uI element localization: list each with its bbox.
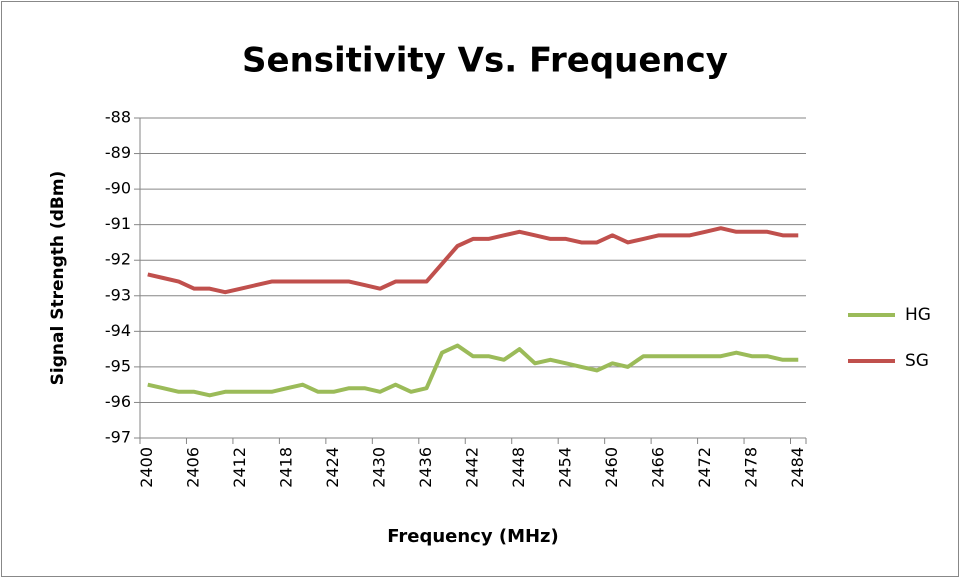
y-axis-title: Signal Strength (dBm): [48, 171, 68, 386]
x-tick-label: 2472: [695, 447, 714, 488]
x-axis-title: Frequency (MHz): [387, 526, 559, 547]
series-line: [147, 226, 799, 295]
y-tick-label: -90: [105, 179, 131, 198]
x-tick-label: 2418: [277, 447, 296, 488]
legend-label: SG: [905, 351, 929, 371]
y-tick-label: -94: [105, 321, 131, 340]
chart-title: Sensitivity Vs. Frequency: [242, 41, 728, 81]
x-tick-label: 2400: [137, 447, 156, 488]
x-tick-label: 2460: [602, 447, 621, 488]
x-tick-label: 2454: [555, 447, 574, 488]
x-tick-label: 2478: [741, 447, 760, 488]
legend-label: HG: [905, 305, 931, 325]
y-tick-label: -97: [105, 428, 131, 447]
x-tick-label: 2436: [416, 447, 435, 488]
y-tick-label: -89: [105, 143, 131, 162]
x-tick-label: 2484: [788, 447, 807, 488]
y-tick-label: -95: [105, 356, 131, 375]
series-line: [147, 343, 799, 398]
y-tick-label: -88: [105, 108, 131, 127]
x-tick-label: 2412: [230, 447, 249, 488]
y-tick-label: -93: [105, 285, 131, 304]
x-tick-label: 2466: [648, 447, 667, 488]
x-tick-label: 2406: [184, 447, 203, 488]
y-tick-label: -91: [105, 214, 131, 233]
y-tick-label: -96: [105, 392, 131, 411]
x-tick-label: 2442: [463, 447, 482, 488]
x-tick-label: 2424: [323, 447, 342, 488]
y-tick-label: -92: [105, 250, 131, 269]
x-tick-label: 2430: [370, 447, 389, 488]
x-tick-label: 2448: [509, 447, 528, 488]
